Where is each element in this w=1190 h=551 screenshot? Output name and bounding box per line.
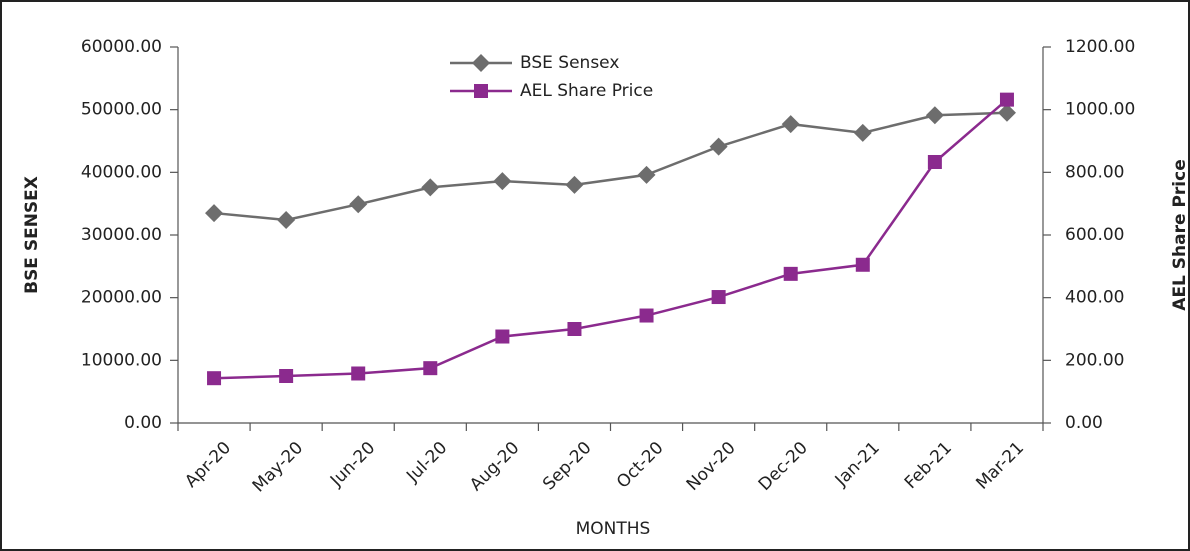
data-point [205, 204, 224, 223]
y2-tick-label: 1000.00 [1065, 100, 1135, 120]
x-tick-label: Nov-20 [683, 438, 740, 495]
data-point [637, 165, 656, 184]
data-point [351, 366, 366, 381]
y-tick-label: 10000.00 [81, 350, 162, 370]
x-tick-label: Sep-20 [539, 438, 595, 494]
data-point [639, 308, 654, 323]
y2-tick-label: 800.00 [1065, 162, 1124, 182]
data-point [925, 106, 944, 125]
series-line [214, 98, 1008, 380]
data-point [565, 175, 584, 194]
data-point [997, 103, 1016, 122]
data-point [207, 371, 222, 386]
x-tick-label: Dec-20 [755, 438, 812, 495]
y-tick-label: 30000.00 [81, 225, 162, 245]
y2-tick-label: 1200.00 [1065, 37, 1135, 57]
data-point [999, 92, 1014, 107]
series-line [213, 111, 1008, 222]
data-point [277, 210, 296, 229]
legend-marker [474, 84, 488, 98]
data-point [781, 115, 800, 134]
data-point [709, 137, 728, 156]
y-tick-label: 40000.00 [81, 162, 162, 182]
y2-tick-label: 600.00 [1065, 225, 1124, 245]
x-tick-label: Apr-20 [181, 438, 235, 492]
y-tick-label: 50000.00 [81, 100, 162, 120]
y-tick-label: 0.00 [124, 413, 162, 433]
y2-tick-label: 200.00 [1065, 350, 1124, 370]
data-point [927, 154, 942, 169]
legend-marker [472, 54, 490, 72]
y2-axis-label: AEL Share Price [1170, 159, 1190, 310]
data-point [423, 361, 438, 376]
data-point [495, 329, 510, 344]
x-axis-label: MONTHS [576, 519, 651, 539]
data-point [349, 195, 368, 214]
data-point [855, 257, 870, 272]
x-tick-label: Feb-21 [901, 438, 956, 493]
legend-label: AEL Share Price [520, 81, 653, 101]
y-axis-label: BSE SENSEX [22, 176, 42, 294]
data-point [493, 172, 512, 191]
x-tick-label: Oct-20 [613, 438, 668, 493]
x-tick-label: Mar-21 [972, 438, 1028, 494]
x-tick-label: Jul-20 [402, 438, 451, 487]
y-tick-label: 20000.00 [81, 288, 162, 308]
y2-tick-label: 400.00 [1065, 288, 1124, 308]
x-tick-label: May-20 [249, 438, 307, 496]
data-point [279, 369, 294, 383]
y-tick-label: 60000.00 [81, 37, 162, 57]
x-tick-label: Jun-20 [326, 438, 379, 491]
data-point [567, 322, 582, 336]
data-point [421, 178, 440, 197]
y2-tick-label: 0.00 [1065, 413, 1103, 433]
x-tick-label: Aug-20 [466, 438, 523, 495]
data-point [783, 266, 798, 281]
data-point [853, 123, 872, 142]
x-tick-label: Jan-21 [831, 438, 884, 491]
data-point [711, 290, 726, 305]
legend-label: BSE Sensex [520, 53, 619, 73]
